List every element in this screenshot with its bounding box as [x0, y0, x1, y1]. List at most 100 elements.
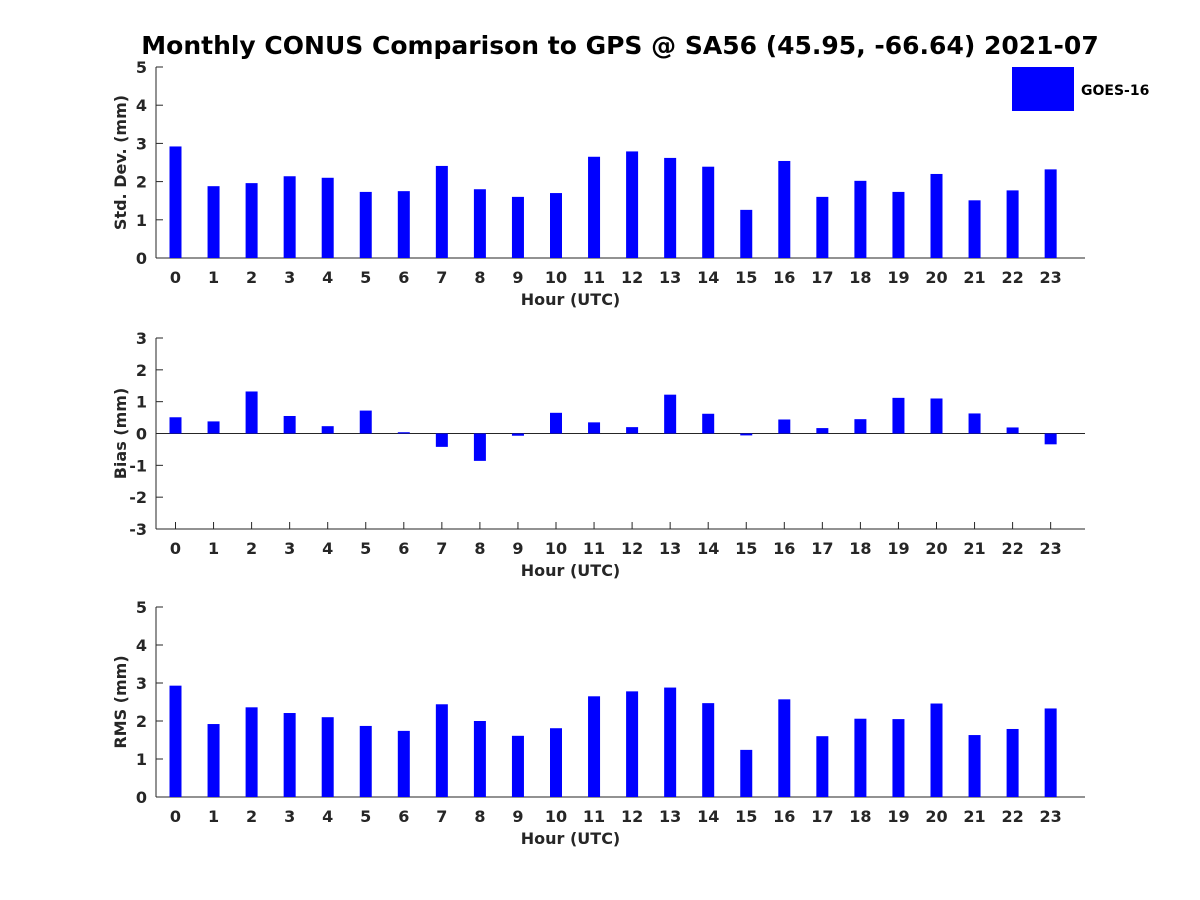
rms-x-tick-label: 15 [735, 807, 757, 826]
rms-x-tick-label: 17 [811, 807, 833, 826]
rms-x-tick-label: 0 [170, 807, 181, 826]
legend-swatch [1012, 67, 1074, 111]
rms-bar [245, 707, 258, 797]
chart-title: Monthly CONUS Comparison to GPS @ SA56 (… [141, 31, 1098, 60]
std-dev-x-axis-label: Hour (UTC) [521, 290, 621, 309]
bias-y-tick-label: 1 [136, 393, 147, 412]
bias-bar [169, 417, 182, 434]
bias-x-tick-label: 19 [887, 539, 909, 558]
rms-y-tick-label: 4 [136, 636, 147, 655]
rms-y-tick-label: 2 [136, 712, 147, 731]
bias-bar [283, 415, 296, 434]
std-dev-x-tick-label: 16 [773, 268, 795, 287]
bias-bar [435, 433, 448, 447]
rms-bar [435, 704, 448, 797]
bias-x-tick-label: 14 [697, 539, 719, 558]
bias-x-tick-label: 18 [849, 539, 871, 558]
bias-x-tick-label: 1 [208, 539, 219, 558]
bias-x-tick-label: 7 [436, 539, 447, 558]
rms-bar [778, 699, 791, 797]
rms-bar [207, 724, 220, 797]
std-dev-y-tick-label: 4 [136, 96, 147, 115]
rms-bar [550, 728, 562, 797]
std-dev-bar [283, 176, 296, 258]
rms-y-axis-label: RMS (mm) [111, 655, 130, 748]
rms-bar [664, 687, 677, 797]
bias-x-tick-label: 10 [545, 539, 567, 558]
rms-y-tick-label: 0 [136, 788, 147, 807]
bias-bar [930, 398, 943, 434]
bias-bar [511, 433, 524, 436]
std-dev-bar [702, 166, 715, 258]
std-dev-x-tick-label: 9 [512, 268, 523, 287]
rms-x-tick-label: 6 [398, 807, 409, 826]
std-dev-y-tick-label: 0 [136, 249, 147, 268]
rms-x-tick-label: 1 [208, 807, 219, 826]
bias-bar [854, 419, 867, 434]
std-dev-bar [626, 151, 639, 258]
std-dev-bar [321, 177, 334, 258]
bias-bar [207, 421, 220, 434]
rms-x-tick-label: 19 [887, 807, 909, 826]
bias-y-tick-label: -3 [129, 520, 147, 539]
std-dev-x-tick-label: 7 [436, 268, 447, 287]
bias-x-tick-label: 16 [773, 539, 795, 558]
rms-bar [473, 721, 486, 797]
bias-y-tick-label: -1 [129, 456, 147, 475]
rms-bar [397, 730, 410, 797]
std-dev-bar [550, 193, 562, 258]
std-dev-bar [778, 160, 791, 258]
std-dev-x-tick-label: 0 [170, 268, 181, 287]
rms-x-tick-label: 4 [322, 807, 333, 826]
std-dev-x-tick-label: 4 [322, 268, 333, 287]
bias-bar [359, 410, 372, 434]
std-dev-bar [930, 173, 943, 258]
bias-x-tick-label: 4 [322, 539, 333, 558]
std-dev-y-tick-label: 5 [136, 58, 147, 77]
rms-x-tick-label: 21 [963, 807, 985, 826]
bias-x-tick-label: 8 [474, 539, 485, 558]
std-dev-x-tick-label: 12 [621, 268, 643, 287]
bias-bar [778, 419, 791, 434]
rms-x-tick-label: 12 [621, 807, 643, 826]
rms-x-tick-label: 13 [659, 807, 681, 826]
bias-y-tick-label: 2 [136, 361, 147, 380]
bias-bar [397, 432, 410, 434]
std-dev-x-tick-label: 10 [545, 268, 567, 287]
bias-x-tick-label: 15 [735, 539, 757, 558]
std-dev-x-tick-label: 22 [1001, 268, 1023, 287]
rms-bar [283, 713, 296, 797]
rms-x-tick-label: 16 [773, 807, 795, 826]
std-dev-x-tick-label: 14 [697, 268, 719, 287]
bias-x-tick-label: 13 [659, 539, 681, 558]
std-dev-y-tick-label: 1 [136, 211, 147, 230]
rms-bar [169, 685, 182, 797]
std-dev-x-tick-label: 15 [735, 268, 757, 287]
bias-x-tick-label: 0 [170, 539, 181, 558]
bias-bar [550, 412, 562, 434]
std-dev-bar [1006, 190, 1019, 258]
bias-bar [245, 391, 258, 434]
std-dev-bar [816, 196, 829, 258]
bias-x-tick-label: 23 [1040, 539, 1062, 558]
rms-x-tick-label: 2 [246, 807, 257, 826]
bias-bar [968, 413, 981, 434]
std-dev-bar [1044, 169, 1057, 258]
std-dev-bar [359, 191, 372, 258]
std-dev-bar [169, 146, 182, 258]
std-dev-bar [588, 156, 601, 258]
std-dev-x-tick-label: 21 [963, 268, 985, 287]
std-dev-x-tick-label: 6 [398, 268, 409, 287]
bias-x-tick-label: 17 [811, 539, 833, 558]
rms-x-tick-label: 9 [512, 807, 523, 826]
std-dev-x-tick-label: 2 [246, 268, 257, 287]
std-dev-x-tick-label: 1 [208, 268, 219, 287]
rms-x-tick-label: 14 [697, 807, 719, 826]
std-dev-y-tick-label: 2 [136, 173, 147, 192]
bias-x-tick-label: 22 [1001, 539, 1023, 558]
rms-bar [930, 703, 943, 797]
bias-bar [702, 413, 715, 434]
rms-x-tick-label: 18 [849, 807, 871, 826]
